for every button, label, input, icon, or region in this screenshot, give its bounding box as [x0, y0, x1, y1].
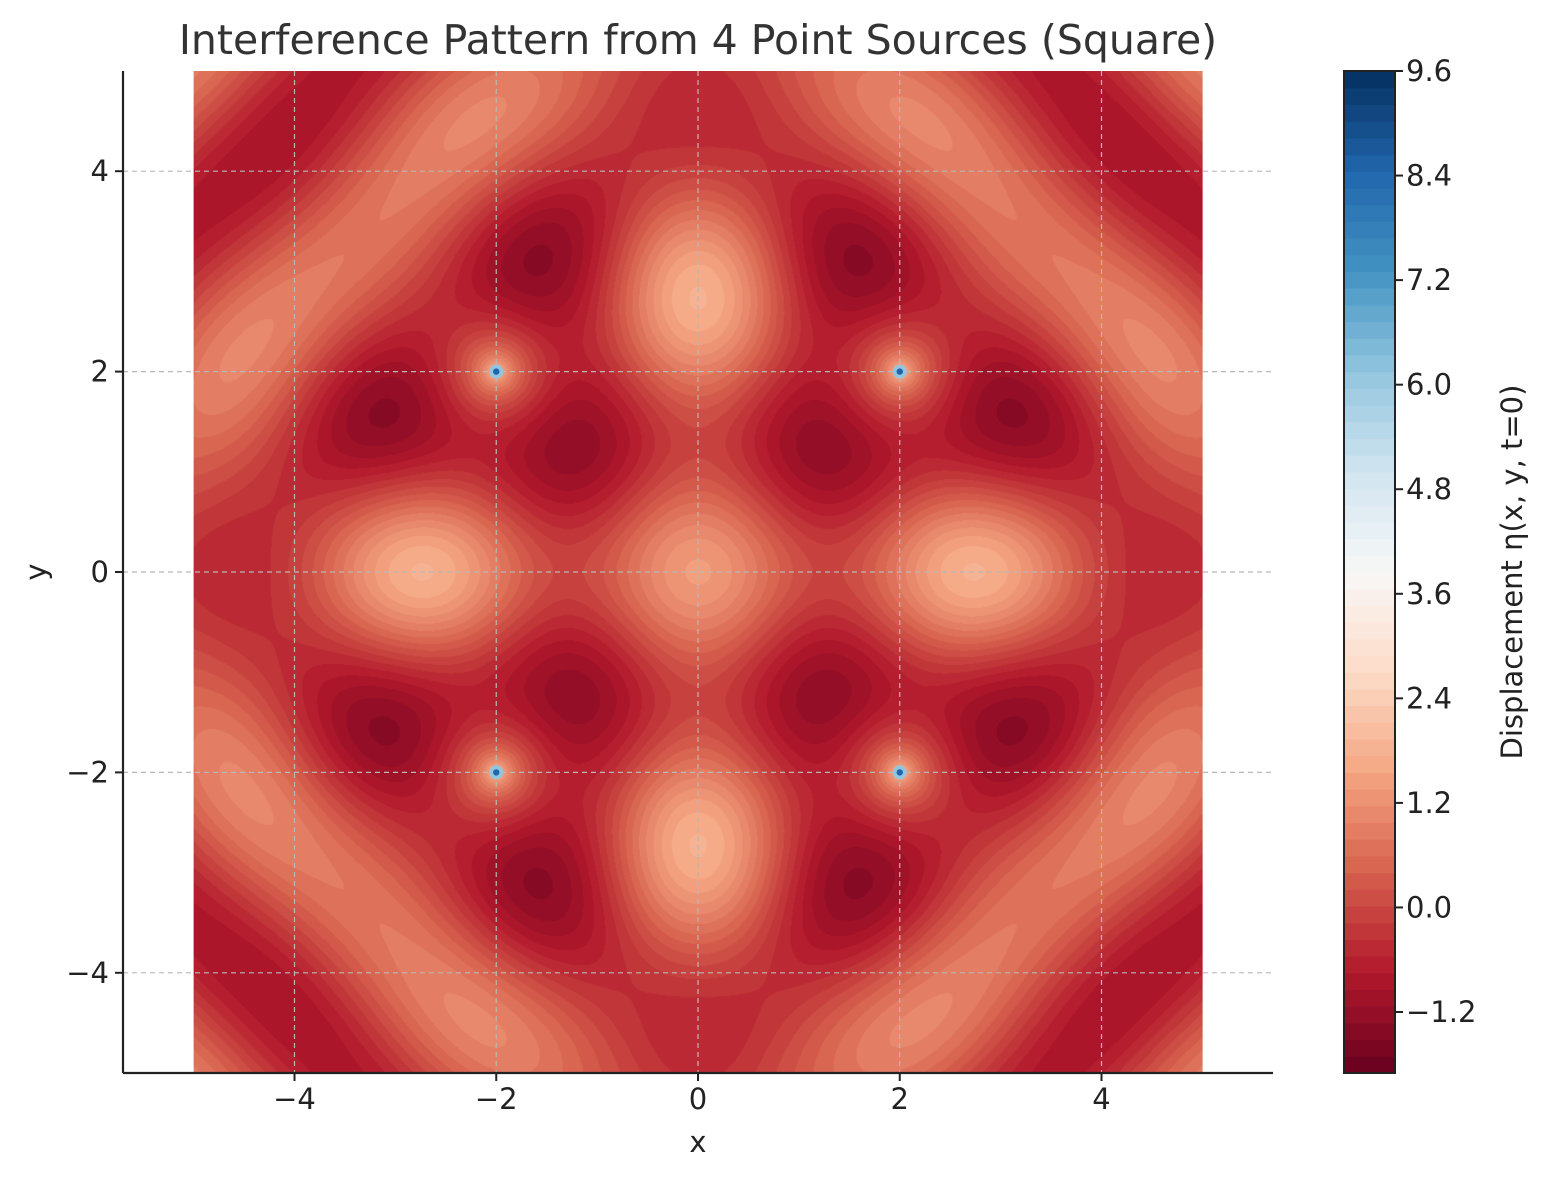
colorbar-segment	[1344, 238, 1395, 256]
colorbar-segment	[1344, 204, 1395, 222]
colorbar-segment	[1344, 187, 1395, 206]
colorbar-segment	[1344, 789, 1395, 807]
colorbar-segment	[1344, 71, 1395, 89]
colorbar-segment	[1344, 705, 1395, 723]
colorbar-segment	[1344, 839, 1395, 857]
y-tick-label: −2	[66, 755, 109, 789]
colorbar-segment	[1344, 572, 1395, 590]
colorbar-tick-label: 0.0	[1406, 890, 1452, 924]
colorbar-tick-label: 3.6	[1406, 577, 1452, 611]
colorbar-segment	[1344, 889, 1395, 907]
colorbar-segment	[1344, 855, 1395, 874]
y-tick-label: −4	[66, 956, 109, 990]
point-source-marker	[489, 364, 504, 379]
colorbar-segment	[1344, 438, 1395, 456]
colorbar-tick-label: 9.6	[1406, 54, 1452, 88]
x-tick-label: 2	[891, 1082, 909, 1116]
colorbar-segment	[1344, 972, 1395, 991]
x-tick-label: 4	[1092, 1082, 1110, 1116]
colorbar-segment	[1344, 555, 1395, 573]
colorbar-segment	[1344, 104, 1395, 122]
colorbar-tick-label: −1.2	[1406, 995, 1476, 1029]
colorbar-segment	[1344, 304, 1395, 323]
axes: −4 −2 0 2 4 −4 −2 0 2 4	[66, 71, 1273, 1116]
colorbar-segment	[1344, 805, 1395, 824]
colorbar-segment	[1344, 939, 1395, 957]
x-axis-label: x	[689, 1125, 706, 1159]
colorbar-segment	[1344, 254, 1395, 272]
y-tick-label: 0	[91, 555, 109, 589]
colorbar-segment	[1344, 638, 1395, 657]
colorbar-segment	[1344, 922, 1395, 940]
y-axis-label: y	[19, 563, 53, 580]
colorbar-segment	[1344, 455, 1395, 473]
colorbar-segment	[1344, 872, 1395, 890]
x-tick-label: −2	[475, 1082, 518, 1116]
colorbar-segment	[1344, 471, 1395, 490]
colorbar-segment	[1344, 722, 1395, 740]
colorbar-segment	[1344, 87, 1395, 105]
point-source-marker	[892, 364, 907, 379]
colorbar-segment	[1344, 588, 1395, 606]
point-source-marker	[489, 765, 504, 780]
colorbar-segment	[1344, 1022, 1395, 1041]
colorbar-frame	[1343, 70, 1396, 1074]
chart-title: Interference Pattern from 4 Point Source…	[179, 16, 1217, 64]
colorbar-segment	[1344, 221, 1395, 239]
colorbar-segment	[1344, 1039, 1395, 1057]
x-tick-label: 0	[689, 1082, 707, 1116]
colorbar: −1.2 0.0 1.2 2.4 3.6 4.8 6.0 7.2 8.4 9.6	[1343, 54, 1476, 1074]
colorbar-segment	[1344, 338, 1395, 356]
colorbar-segment	[1344, 1056, 1395, 1074]
colorbar-label: Displacement η(x, y, t=0)	[1495, 385, 1529, 760]
colorbar-segment	[1344, 772, 1395, 790]
colorbar-segment	[1344, 371, 1395, 389]
colorbar-segment	[1344, 521, 1395, 540]
colorbar-segment	[1344, 622, 1395, 640]
colorbar-segment	[1344, 488, 1395, 506]
colorbar-segment	[1344, 739, 1395, 757]
colorbar-segment	[1344, 171, 1395, 189]
x-tick-label: −4	[273, 1082, 316, 1116]
colorbar-segment	[1344, 956, 1395, 974]
colorbar-segment	[1344, 989, 1395, 1007]
colorbar-segment	[1344, 906, 1395, 924]
y-tick-label: 4	[91, 154, 109, 188]
point-source-marker	[892, 765, 907, 780]
colorbar-tick-label: 6.0	[1406, 368, 1452, 402]
colorbar-segment	[1344, 688, 1395, 707]
colorbar-segment	[1344, 505, 1395, 523]
colorbar-tick-label: 1.2	[1406, 786, 1452, 820]
colorbar-segment	[1344, 538, 1395, 556]
colorbar-segment	[1344, 321, 1395, 339]
colorbar-segment	[1344, 388, 1395, 406]
colorbar-segment	[1344, 154, 1395, 172]
colorbar-tick-label: 2.4	[1406, 681, 1452, 715]
colorbar-tick-label: 4.8	[1406, 472, 1452, 506]
point-sources	[489, 364, 907, 780]
y-tick-label: 2	[91, 355, 109, 389]
colorbar-segment	[1344, 121, 1395, 139]
colorbar-segment	[1344, 354, 1395, 373]
grid-lines	[123, 71, 1273, 1073]
colorbar-segment	[1344, 1006, 1395, 1024]
colorbar-segment	[1344, 672, 1395, 690]
colorbar-segment	[1344, 822, 1395, 840]
colorbar-segment	[1344, 405, 1395, 423]
colorbar-segment	[1344, 421, 1395, 439]
colorbar-segment	[1344, 605, 1395, 623]
colorbar-tick-label: 8.4	[1406, 159, 1452, 193]
colorbar-segment	[1344, 271, 1395, 289]
colorbar-segment	[1344, 655, 1395, 673]
colorbar-segment	[1344, 755, 1395, 773]
colorbar-tick-label: 7.2	[1406, 263, 1452, 297]
colorbar-segment	[1344, 288, 1395, 306]
colorbar-segment	[1344, 137, 1395, 156]
